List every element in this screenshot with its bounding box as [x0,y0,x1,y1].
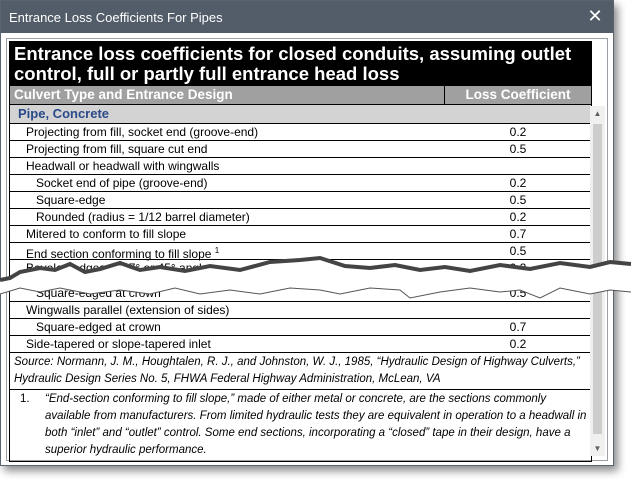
row-label: Headwall or headwall with wingwalls [10,158,445,174]
column-header-coefficient: Loss Coefficient [465,87,571,102]
row-label-text: Rounded (radius = 1/12 barrel diameter) [36,210,250,224]
footnote-ref: 1 [214,246,220,255]
row-label: Mitered to conform to fill slope [10,226,445,242]
section-header: Pipe, Concrete [10,105,591,124]
row-label-text: Headwall or headwall with wingwalls [26,159,220,173]
row-label: Socket end of pipe (groove-end) [10,175,445,191]
row-label: Projecting from fill, square cut end [10,141,445,157]
row-label: Projecting from fill, socket end (groove… [10,124,445,140]
tear-edge-lower [0,287,631,299]
row-label-text: Mitered to conform to fill slope [26,227,187,241]
row-value: 0.2 [509,337,527,351]
content-panel: Entrance loss coefficients for closed co… [6,38,608,462]
table-row: Square-edged at crown 0.7 [10,319,591,336]
table-row: Square-edge 0.5 [10,192,591,209]
tear-edge-upper [0,255,631,282]
row-label: Square-edge [10,192,445,208]
footnote-number: 1. [20,393,30,405]
torn-paper-effect [0,255,631,299]
row-label-text: Side-tapered or slope-tapered inlet [26,337,211,351]
row-value: 0.7 [509,320,527,334]
table-row: Projecting from fill, socket end (groove… [10,124,591,141]
row-label-text: Square-edged at crown [36,320,161,334]
row-value: 0.2 [509,176,527,190]
column-header-design: Culvert Type and Entrance Design [10,86,445,104]
close-icon[interactable]: ✕ [587,6,603,26]
window-title: Entrance Loss Coefficients For Pipes [9,9,223,25]
row-label: Side-tapered or slope-tapered inlet [10,336,445,352]
row-label-text: Projecting from fill, socket end (groove… [26,125,259,139]
table-row: Projecting from fill, square cut end 0.5 [10,141,591,158]
table-row: Side-tapered or slope-tapered inlet 0.2 [10,336,591,353]
footnote: 1. “End-section conforming to fill slope… [10,390,591,461]
tear-gap [0,258,631,298]
row-label-text: Square-edge [36,193,106,207]
row-label: Square-edged at crown [10,319,445,335]
table-title: Entrance loss coefficients for closed co… [10,42,591,86]
source-note: Source: Normann, J. M., Houghtalen, R. J… [10,353,591,390]
scroll-up-icon[interactable]: ▲ [593,109,602,118]
row-label-text: Socket end of pipe (groove-end) [36,176,208,190]
dialog-window: Entrance Loss Coefficients For Pipes ✕ E… [0,0,614,466]
row-label: Rounded (radius = 1/12 barrel diameter) [10,209,445,225]
coefficients-table: Entrance loss coefficients for closed co… [9,41,592,462]
table-row: Wingwalls parallel (extension of sides) [10,302,591,319]
row-value: 0.5 [509,193,527,207]
row-value: 0.2 [509,125,527,139]
table-row: Socket end of pipe (groove-end) 0.2 [10,175,591,192]
row-label-text: Wingwalls parallel (extension of sides) [26,303,230,317]
title-bar[interactable]: Entrance Loss Coefficients For Pipes ✕ [1,1,613,33]
row-label: End section conforming to fill slope 1 [10,243,445,261]
table-row: Rounded (radius = 1/12 barrel diameter) 0… [10,209,591,226]
table-row: Mitered to conform to fill slope 0.7 [10,226,591,243]
scroll-down-icon[interactable]: ▼ [593,444,602,453]
row-value: 0.5 [509,244,527,258]
row-value: 0.5 [509,142,527,156]
column-headers: Culvert Type and Entrance Design Loss Co… [10,86,591,105]
row-value [445,158,591,174]
row-label: Wingwalls parallel (extension of sides) [10,302,445,318]
row-label-text: End section conforming to fill slope [26,247,212,261]
row-value: 0.2 [509,210,527,224]
table-row: Headwall or headwall with wingwalls [10,158,591,175]
row-label-text: Projecting from fill, square cut end [26,142,208,156]
footnote-text: “End-section conforming to fill slope,” … [45,393,587,456]
row-value: 0.7 [509,227,527,241]
